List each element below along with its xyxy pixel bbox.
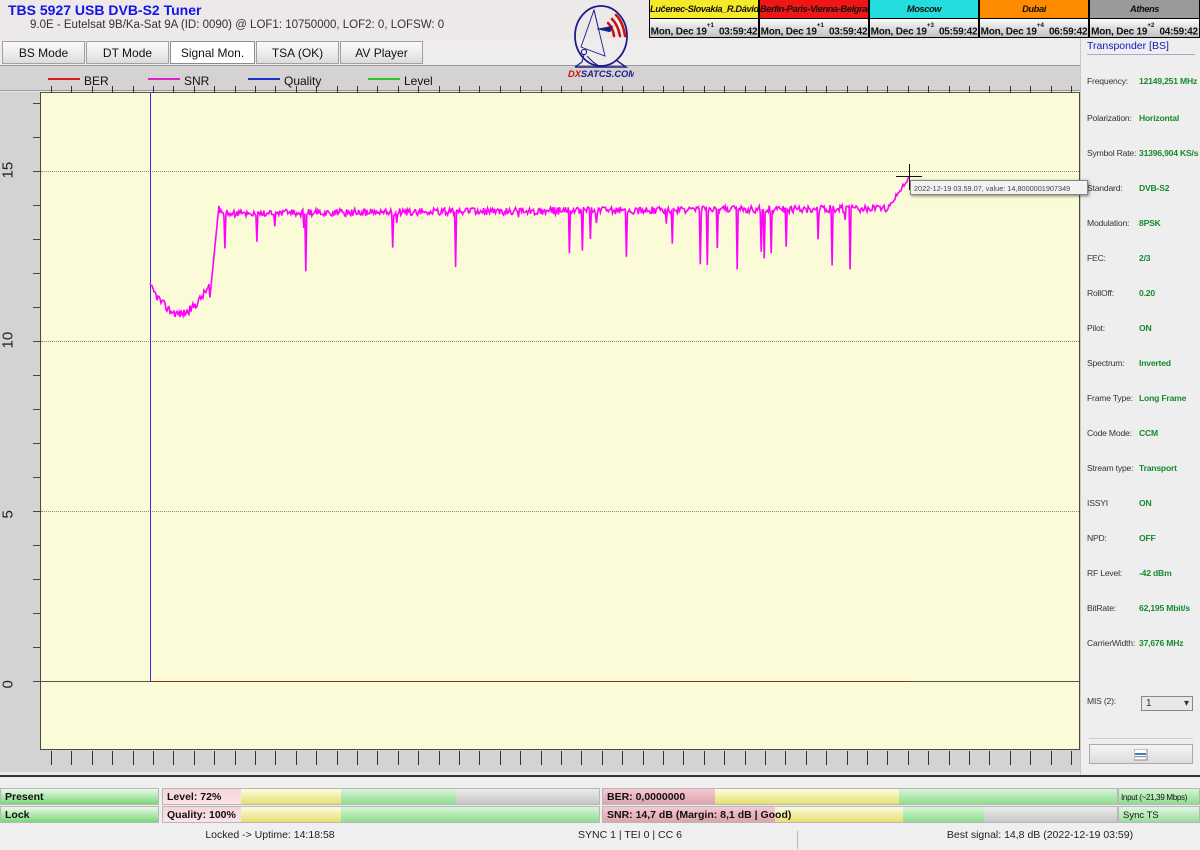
svg-text:DXSATCS.COM: DXSATCS.COM bbox=[568, 69, 634, 79]
